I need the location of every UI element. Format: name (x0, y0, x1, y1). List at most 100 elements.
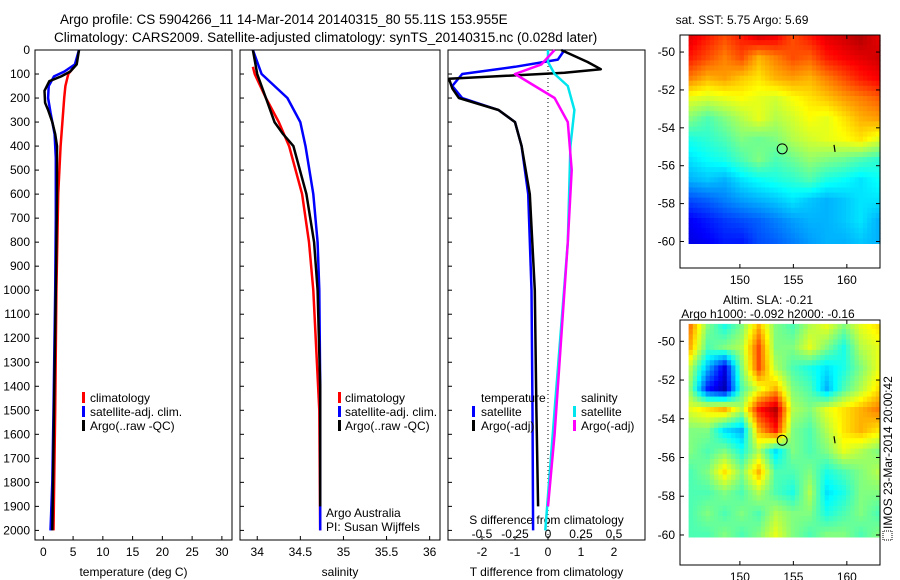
heatmap-cell (769, 448, 775, 455)
heatmap-cell (765, 116, 770, 122)
heatmap-cell (790, 396, 796, 403)
heatmap-cell (692, 370, 698, 377)
heatmap-cell (811, 474, 817, 481)
heatmap-cell (786, 453, 792, 460)
heatmap-cell (824, 375, 830, 382)
heatmap-cell (850, 360, 856, 366)
heatmap-cell (854, 485, 860, 491)
heatmap-cell (748, 85, 753, 92)
heatmap-cell (701, 438, 707, 444)
heatmap-cell (760, 80, 766, 87)
heatmap-cell (875, 50, 881, 56)
heatmap-cell (705, 182, 711, 189)
heatmap-cell (743, 182, 749, 189)
heatmap-cell (777, 131, 783, 138)
heatmap-cell (794, 65, 800, 72)
heatmap-cell (841, 177, 847, 183)
heatmap-cell (828, 223, 834, 229)
heatmap-cell (875, 212, 881, 219)
heatmap-cell (760, 45, 766, 51)
heatmap-cell (807, 344, 813, 351)
heatmap-cell (718, 334, 724, 341)
heatmap-cell (816, 60, 822, 67)
heatmap-cell (709, 516, 715, 522)
heatmap-cell (773, 207, 779, 214)
heatmap-cell (871, 370, 877, 377)
heatmap-cell (828, 40, 834, 46)
heatmap-cell (760, 197, 766, 204)
heatmap-cell (816, 202, 822, 209)
heatmap-cell (748, 531, 753, 538)
heatmap-cell (837, 438, 843, 444)
heatmap-cell (760, 177, 766, 183)
heatmap-cell (794, 469, 800, 476)
heatmap-cell (697, 70, 702, 77)
heatmap-cell (722, 202, 728, 209)
heatmap-cell (858, 474, 864, 481)
heatmap-cell (858, 80, 864, 87)
heatmap-cell (726, 334, 732, 341)
heatmap-cell (739, 197, 745, 204)
heatmap-cell (807, 401, 813, 408)
heatmap-cell (807, 453, 813, 460)
heatmap-cell (837, 192, 843, 199)
heatmap-cell (782, 386, 788, 392)
heatmap-cell (863, 55, 868, 61)
heatmap-cell (846, 334, 851, 341)
heatmap-cell (816, 75, 822, 82)
heatmap-cell (786, 427, 792, 434)
heatmap-cell (871, 417, 877, 424)
heatmap-cell (790, 233, 796, 239)
heatmap-cell (854, 510, 860, 517)
heatmap-cell (863, 510, 868, 517)
heatmap-cell (705, 479, 711, 486)
heatmap-cell (867, 396, 873, 403)
heatmap-cell (790, 207, 796, 214)
heatmap-cell (722, 60, 728, 67)
heatmap-cell (846, 500, 851, 507)
heatmap-cell (824, 391, 830, 398)
heatmap-cell (867, 192, 873, 199)
heatmap-cell (709, 136, 715, 143)
heatmap-cell (731, 443, 736, 450)
heatmap-cell (760, 422, 766, 429)
heatmap-cell (837, 407, 843, 413)
heatmap-cell (816, 212, 822, 219)
heatmap-cell (833, 433, 839, 439)
heatmap-cell (701, 131, 707, 138)
heatmap-cell (718, 141, 724, 148)
heatmap-cell (743, 401, 749, 408)
heatmap-cell (748, 329, 753, 335)
heatmap-cell (743, 197, 749, 204)
legend-argo: Argo(..raw -QC) (90, 419, 175, 433)
heatmap-cell (820, 218, 826, 224)
heatmap-cell (769, 162, 775, 168)
heatmap-cell (705, 50, 711, 56)
heatmap-cell (867, 126, 873, 133)
heatmap-cell (692, 391, 698, 398)
heatmap-cell (769, 349, 775, 356)
heatmap-cell (697, 187, 702, 194)
heatmap-cell (705, 334, 711, 341)
heatmap-cell (875, 510, 881, 517)
heatmap-cell (718, 365, 724, 372)
heatmap-cell (709, 162, 715, 168)
heatmap-cell (743, 187, 749, 194)
heatmap-cell (828, 329, 834, 335)
heatmap-cell (697, 355, 702, 361)
heatmap-cell (765, 526, 770, 533)
heatmap-cell (769, 505, 775, 512)
heatmap-cell (735, 375, 741, 382)
heatmap-cell (833, 490, 839, 496)
heatmap-cell (803, 157, 809, 163)
heatmap-cell (756, 141, 762, 148)
heatmap-cell (863, 448, 868, 455)
heatmap-cell (726, 375, 732, 382)
heatmap-cell (850, 45, 856, 51)
heatmap-cell (794, 121, 800, 128)
heatmap-cell (871, 162, 877, 168)
heatmap-cell (705, 80, 711, 87)
heatmap-cell (769, 360, 775, 366)
heatmap-cell (760, 344, 766, 351)
heatmap-cell (841, 151, 847, 158)
